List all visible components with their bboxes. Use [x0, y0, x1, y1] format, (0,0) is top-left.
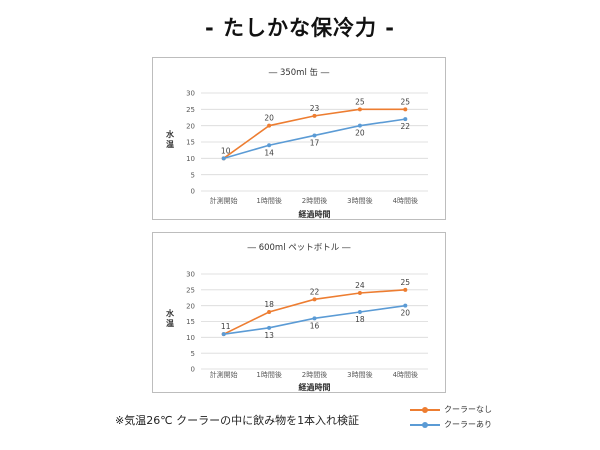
y-tick-label: 20 [186, 302, 195, 310]
data-point [403, 117, 408, 122]
data-point [403, 287, 408, 292]
chart-350ml-can: ― 350ml 缶 ― 0 5 10 15 20 25 30 計測開始 1時間後 2時間後 3時間後… [152, 57, 446, 220]
data-label: 20 [401, 309, 411, 318]
data-label: 24 [355, 281, 365, 290]
x-tick-label: 4時間後 [393, 370, 418, 379]
x-tick-label: 計測開始 [210, 370, 238, 379]
legend-item-no-cooler: クーラーなし [410, 402, 492, 417]
y-tick-label: 10 [186, 334, 195, 342]
data-point [312, 297, 317, 302]
x-axis-label: 経過時間 [299, 382, 331, 392]
y-tick-label: 0 [191, 188, 195, 196]
data-point [403, 303, 408, 308]
y-tick-label: 30 [186, 271, 195, 279]
page-title: - たしかな保冷力 - [204, 16, 396, 40]
y-tick-label: 15 [186, 318, 195, 326]
data-label: 13 [264, 331, 274, 340]
data-point [221, 332, 226, 337]
chart-title: ― 350ml 缶 ― [268, 68, 330, 78]
data-label: 16 [310, 321, 320, 330]
y-tick-label: 10 [186, 155, 195, 163]
data-label: 25 [401, 278, 411, 287]
legend-item-with-cooler: クーラーあり [410, 417, 492, 432]
x-tick-label: 1時間後 [256, 370, 281, 379]
x-tick-label: 4時間後 [393, 196, 418, 205]
y-tick-label: 5 [191, 350, 195, 358]
y-tick-label: 20 [186, 122, 195, 130]
data-label: 18 [355, 315, 365, 324]
chart-600ml-bottle: ― 600ml ペットボトル ― 0 5 10 15 20 25 30 計測開始 1時間後 2時間… [152, 232, 446, 393]
y-tick-label: 15 [186, 139, 195, 147]
data-point [357, 107, 362, 112]
data-point [357, 291, 362, 295]
y-tick-label: 25 [186, 106, 195, 114]
x-tick-label: 3時間後 [347, 370, 372, 379]
x-tick-label: 1時間後 [256, 196, 281, 205]
legend-swatch [410, 405, 440, 415]
data-point [267, 325, 272, 330]
x-tick-label: 2時間後 [302, 370, 327, 379]
y-axis-label: 水 [165, 129, 175, 139]
data-label: 17 [310, 138, 320, 147]
data-label: 18 [264, 300, 274, 309]
data-label: 20 [264, 114, 274, 123]
data-label: 11 [221, 322, 231, 331]
x-tick-label: 2時間後 [302, 196, 327, 205]
data-point [267, 123, 272, 128]
data-point [312, 316, 317, 321]
data-label: 25 [355, 97, 365, 106]
footnote: ※気温26℃ クーラーの中に飲み物を1本入れ検証 [115, 414, 360, 427]
legend-label: クーラーなし [444, 405, 492, 414]
data-label: 14 [264, 148, 274, 157]
legend-swatch [410, 420, 440, 430]
x-tick-label: 計測開始 [210, 196, 238, 205]
data-point [312, 133, 317, 138]
data-point [357, 123, 362, 128]
legend-label: クーラーあり [444, 420, 492, 429]
y-tick-label: 30 [186, 90, 195, 98]
data-point [267, 310, 272, 314]
y-tick-label: 25 [186, 286, 195, 294]
data-label: 22 [401, 122, 411, 131]
data-point [221, 156, 226, 161]
data-label: 23 [310, 104, 320, 113]
y-axis-label: 水 [165, 308, 175, 318]
chart-title: ― 600ml ペットボトル ― [247, 243, 351, 253]
data-point [312, 113, 317, 118]
y-tick-label: 0 [191, 366, 195, 374]
x-axis-label: 経過時間 [299, 209, 331, 219]
data-label: 22 [310, 287, 320, 296]
y-axis-label: 温 [166, 139, 174, 149]
y-tick-label: 5 [191, 171, 195, 179]
data-label: 25 [401, 97, 411, 106]
data-point [403, 107, 408, 112]
data-label: 20 [355, 129, 365, 138]
data-point [267, 143, 272, 148]
data-point [357, 310, 362, 314]
data-label: 10 [221, 146, 231, 155]
legend: クーラーなし クーラーあり [410, 402, 492, 432]
y-axis-label: 温 [166, 318, 174, 328]
x-tick-label: 3時間後 [347, 196, 372, 205]
